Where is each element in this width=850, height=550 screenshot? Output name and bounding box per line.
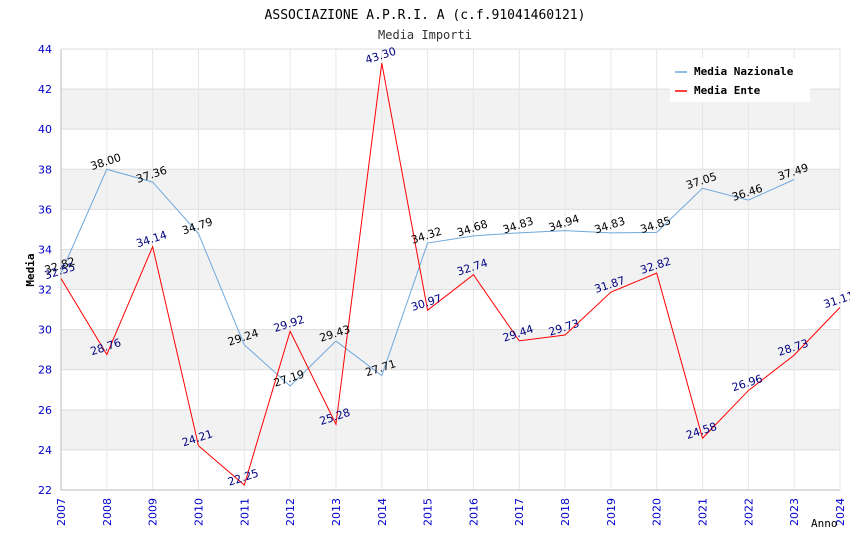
data-label: 34.32 [410,225,444,247]
data-label: 34.14 [135,228,169,250]
chart-title: ASSOCIAZIONE A.P.R.I. A (c.f.91041460121… [265,8,586,23]
data-label: 22.25 [226,467,260,489]
x-tick-label: 2009 [147,498,160,526]
y-tick-label: 42 [38,83,52,96]
x-tick-label: 2022 [742,498,755,526]
x-tick-label: 2019 [605,498,618,526]
x-tick-label: 2017 [513,498,526,526]
x-tick-label: 2007 [55,498,68,526]
plot-band [61,169,840,210]
x-tick-label: 2014 [376,498,389,526]
x-tick-label: 2023 [788,498,801,526]
legend-label-nazionale: Media Nazionale [694,65,794,78]
plot-bands [61,89,840,450]
x-tick-label: 2021 [697,498,710,526]
chart-subtitle: Media Importi [378,28,472,42]
legend: Media Nazionale Media Ente [670,58,810,102]
x-tick-label: 2018 [559,498,572,526]
x-tick-labels: 2007 2008 2009 2010 2011 2012 2013 2014 2015 2016… [55,498,847,526]
y-axis-label: Media [24,253,37,286]
series-line-media-nazionale [60,168,795,387]
axes [60,49,840,491]
legend-box [670,58,810,102]
data-label: 31.11 [822,289,850,311]
x-tick-label: 2024 [834,498,847,526]
x-tick-label: 2020 [651,498,664,526]
series-line-media-ente [60,62,841,486]
y-tick-label: 30 [38,324,52,337]
y-tick-label: 24 [38,444,52,457]
plot-band [61,409,840,450]
y-tick-label: 36 [38,203,52,216]
y-tick-label: 38 [38,163,52,176]
data-label: 27.19 [272,368,306,390]
plot-band [61,329,840,370]
y-tick-label: 44 [38,43,52,56]
y-tick-label: 28 [38,364,52,377]
y-tick-label: 40 [38,123,52,136]
series-lines [60,62,841,486]
x-tick-label: 2010 [192,498,205,526]
x-axis-label: Anno [811,517,838,530]
x-tick-label: 2013 [330,498,343,526]
y-tick-label: 22 [38,484,52,497]
y-tick-labels: 22 24 26 28 30 32 34 36 38 40 42 44 [38,43,52,497]
x-tick-label: 2016 [467,498,480,526]
data-label: 30.97 [410,292,444,314]
data-label: 43.30 [364,45,398,67]
y-tick-label: 34 [38,243,52,256]
y-tick-label: 32 [38,284,52,297]
x-tick-label: 2008 [101,498,114,526]
legend-label-ente: Media Ente [694,84,761,97]
y-tick-label: 26 [38,404,52,417]
x-tick-label: 2015 [422,498,435,526]
x-tick-label: 2011 [238,498,251,526]
x-tick-label: 2012 [284,498,297,526]
plot-band [61,249,840,290]
